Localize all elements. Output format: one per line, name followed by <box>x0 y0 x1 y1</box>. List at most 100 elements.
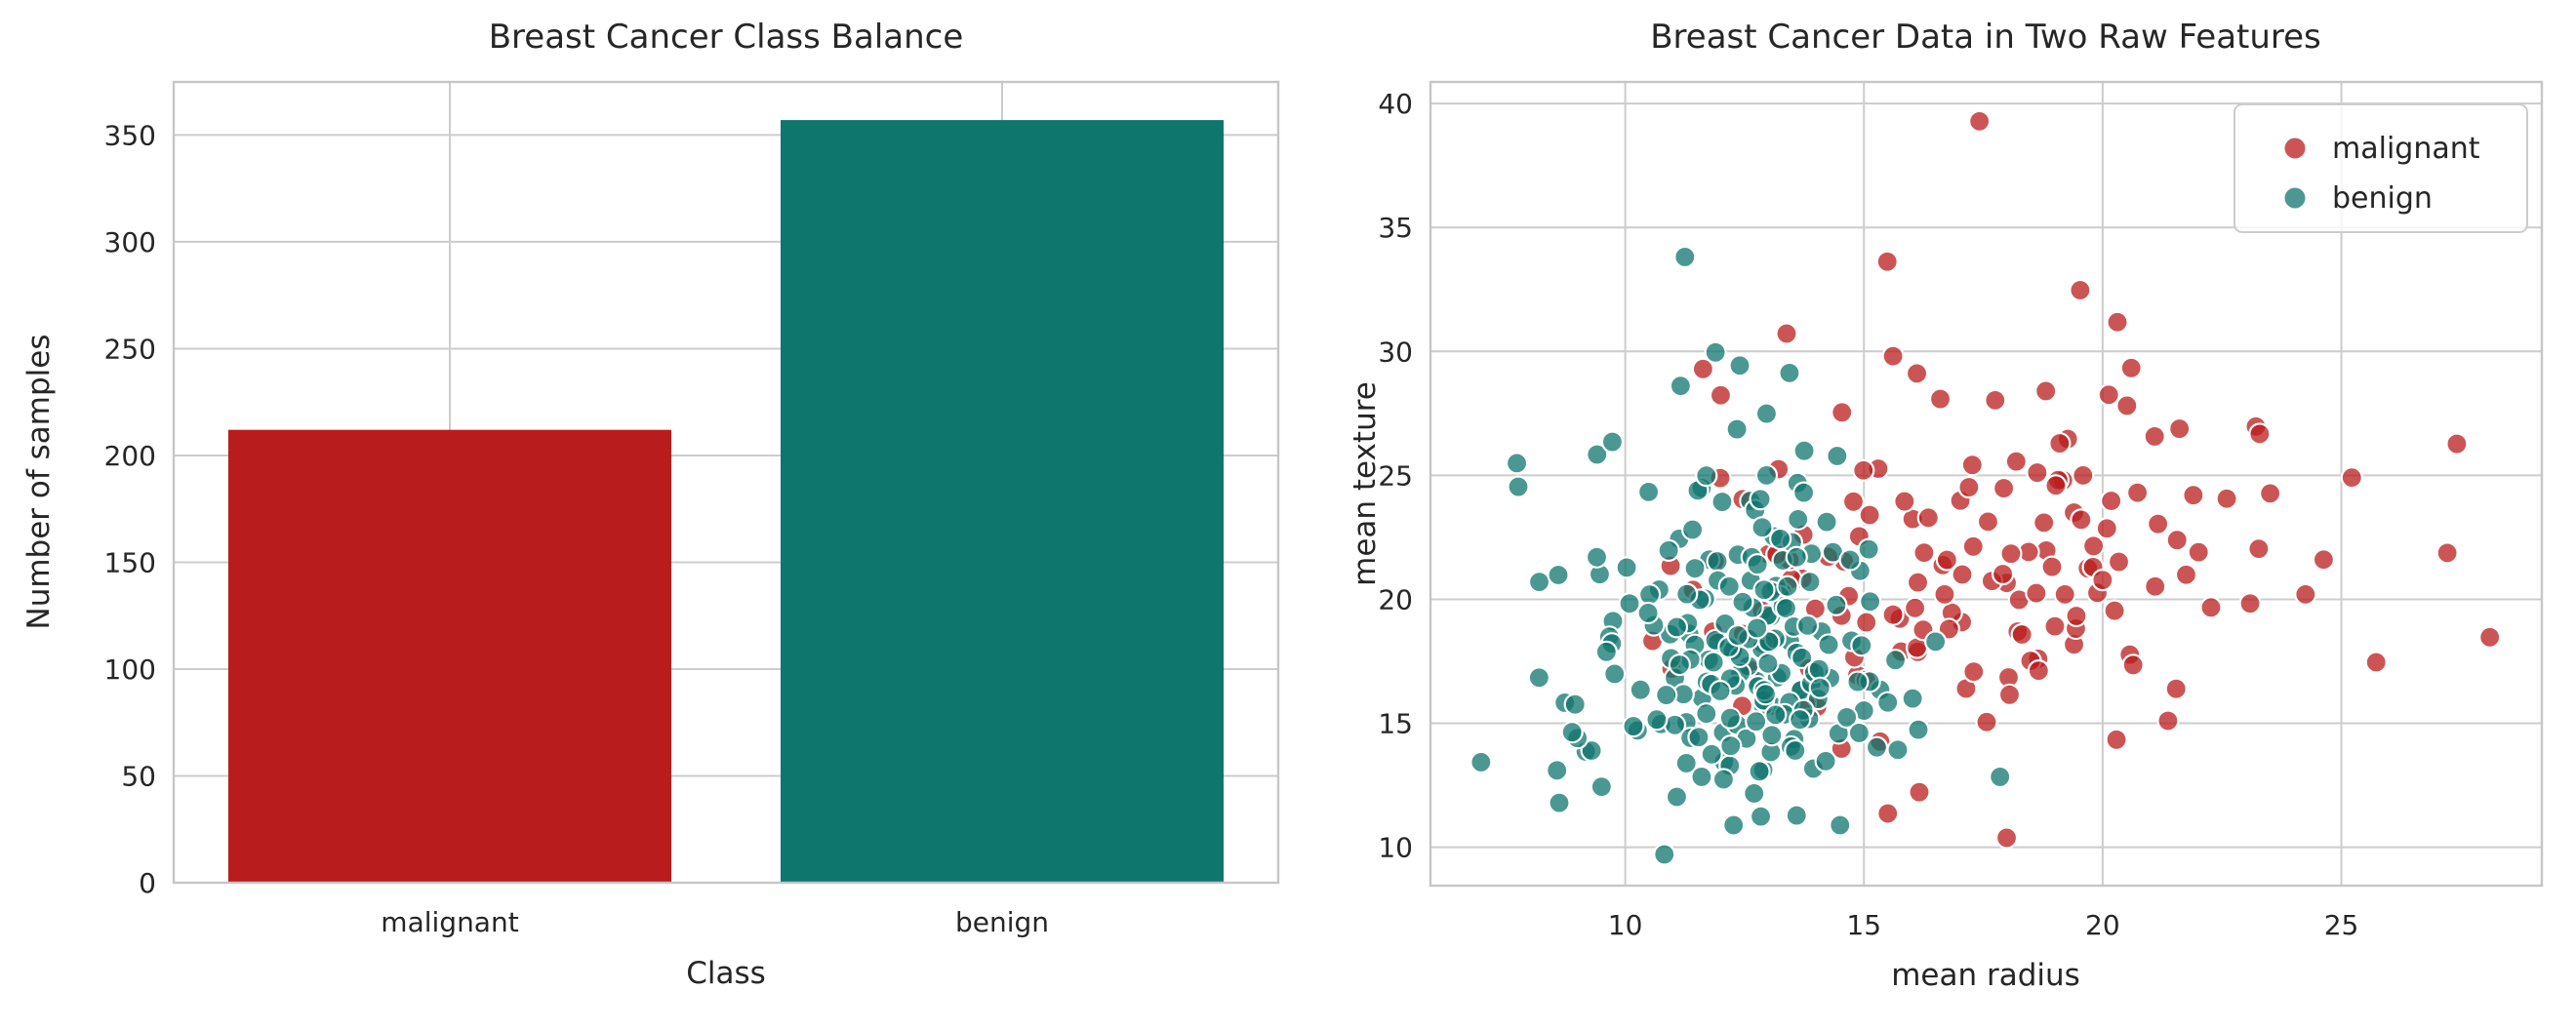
scatter-point <box>2121 654 2145 677</box>
scatter-point <box>1629 678 1652 701</box>
scatter-chart-xlabel: mean radius <box>1891 958 2080 993</box>
scatter-point <box>2103 599 2126 622</box>
x-tick-label: benign <box>955 906 1049 938</box>
scatter-point <box>1675 582 1699 606</box>
y-tick-label: 100 <box>104 654 156 686</box>
scatter-point <box>1906 571 1930 594</box>
scatter-point <box>1748 760 1771 783</box>
scatter-point <box>1775 322 1798 345</box>
scatter-point <box>1600 430 1625 454</box>
scatter-point <box>1665 615 1689 639</box>
x-tick-label: malignant <box>381 906 518 938</box>
scatter-point <box>2107 550 2131 574</box>
scatter-point <box>1505 452 1529 475</box>
scatter-point <box>1989 765 2012 789</box>
scatter-point <box>1798 571 1822 594</box>
plot-border <box>172 80 1280 885</box>
scatter-point <box>2069 278 2092 302</box>
scatter-point <box>1669 375 1692 398</box>
scatter-point <box>1893 490 1916 513</box>
bar-chart-xlabel: Class <box>686 956 766 991</box>
scatter-point <box>2044 474 2068 497</box>
scatter-point <box>1719 734 1743 758</box>
scatter-point <box>1907 718 1930 741</box>
scatter-point <box>1563 693 1587 716</box>
scatter-point <box>1924 630 1948 654</box>
scatter-point <box>1855 611 1878 634</box>
scatter-point <box>1728 354 1751 377</box>
scatter-point <box>1754 463 1779 487</box>
scatter-point <box>1928 387 1952 411</box>
scatter-point <box>1655 683 1678 707</box>
scatter-point <box>1507 475 1530 498</box>
scatter-point <box>1935 548 1958 572</box>
scatter-point <box>1704 340 1727 364</box>
scatter-point <box>1668 653 1691 677</box>
scatter-point <box>2105 728 2128 751</box>
scatter-point <box>1665 785 1689 809</box>
scatter-point <box>1752 578 1776 602</box>
scatter-point <box>1764 703 1788 727</box>
scatter-point <box>2072 463 2095 487</box>
scatter-point <box>1749 488 1772 511</box>
scatter-point <box>1560 721 1584 744</box>
scatter-point <box>1673 245 1697 269</box>
scatter-point <box>1586 443 1609 466</box>
y-tick-label: 25 <box>1378 459 1413 492</box>
scatter-point <box>2027 659 2050 683</box>
scatter-point <box>2081 535 2106 558</box>
x-tick-label: 25 <box>2324 909 2359 941</box>
scatter-point <box>2119 356 2143 379</box>
scatter-point <box>2025 581 2048 605</box>
scatter-point <box>2435 541 2459 565</box>
legend-label-malignant: malignant <box>2332 132 2480 166</box>
scatter-point <box>1754 402 1779 425</box>
scatter-point <box>1792 439 1816 462</box>
scatter-point <box>1700 742 1723 766</box>
scatter-point <box>1831 401 1854 424</box>
scatter-point <box>1645 708 1669 732</box>
scatter-point <box>2095 517 2118 540</box>
legend-box <box>2234 103 2528 233</box>
scatter-point <box>1994 826 2019 850</box>
scatter-point <box>1690 765 1713 789</box>
scatter-point <box>1784 738 1807 763</box>
y-tick-label: 30 <box>1378 336 1413 368</box>
scatter-point <box>2156 709 2180 733</box>
scatter-point <box>1618 592 1641 615</box>
scatter-point <box>1859 590 1882 614</box>
scatter-point <box>1815 510 1838 534</box>
y-tick-label: 300 <box>104 226 156 258</box>
scatter-point <box>1585 545 1609 569</box>
scatter-point <box>1547 563 1570 587</box>
scatter-chart-ylabel: mean texture <box>1348 381 1383 586</box>
scatter-point <box>1709 679 1732 703</box>
scatter-point <box>1881 344 1905 368</box>
scatter-point <box>1933 582 1956 606</box>
scatter-point <box>2040 555 2064 578</box>
y-tick-label: 50 <box>121 760 156 792</box>
scatter-point <box>2168 416 2192 441</box>
scatter-point <box>1976 510 2000 534</box>
scatter-point <box>2026 460 2049 485</box>
scatter-point <box>2143 424 2166 449</box>
scatter-point <box>2125 481 2150 504</box>
scatter-point <box>1787 507 1810 531</box>
x-tick-label: 10 <box>1608 909 1643 941</box>
scatter-point <box>1745 710 1768 733</box>
scatter-point <box>1881 603 1905 626</box>
scatter-point <box>1709 383 1733 407</box>
scatter-point <box>1795 614 1820 637</box>
scatter-point <box>1789 708 1812 732</box>
series-benign <box>1469 245 2012 866</box>
scatter-point <box>2248 422 2272 446</box>
scatter-point <box>1718 706 1742 730</box>
scatter-point <box>2043 614 2067 638</box>
scatter-point <box>1829 813 1852 837</box>
scatter-point <box>1968 109 1992 134</box>
scatter-point <box>1876 802 1900 825</box>
scatter-point <box>1852 458 1875 482</box>
scatter-point <box>1751 516 1774 539</box>
y-tick-label: 250 <box>104 333 156 365</box>
y-tick-label: 350 <box>104 119 156 151</box>
